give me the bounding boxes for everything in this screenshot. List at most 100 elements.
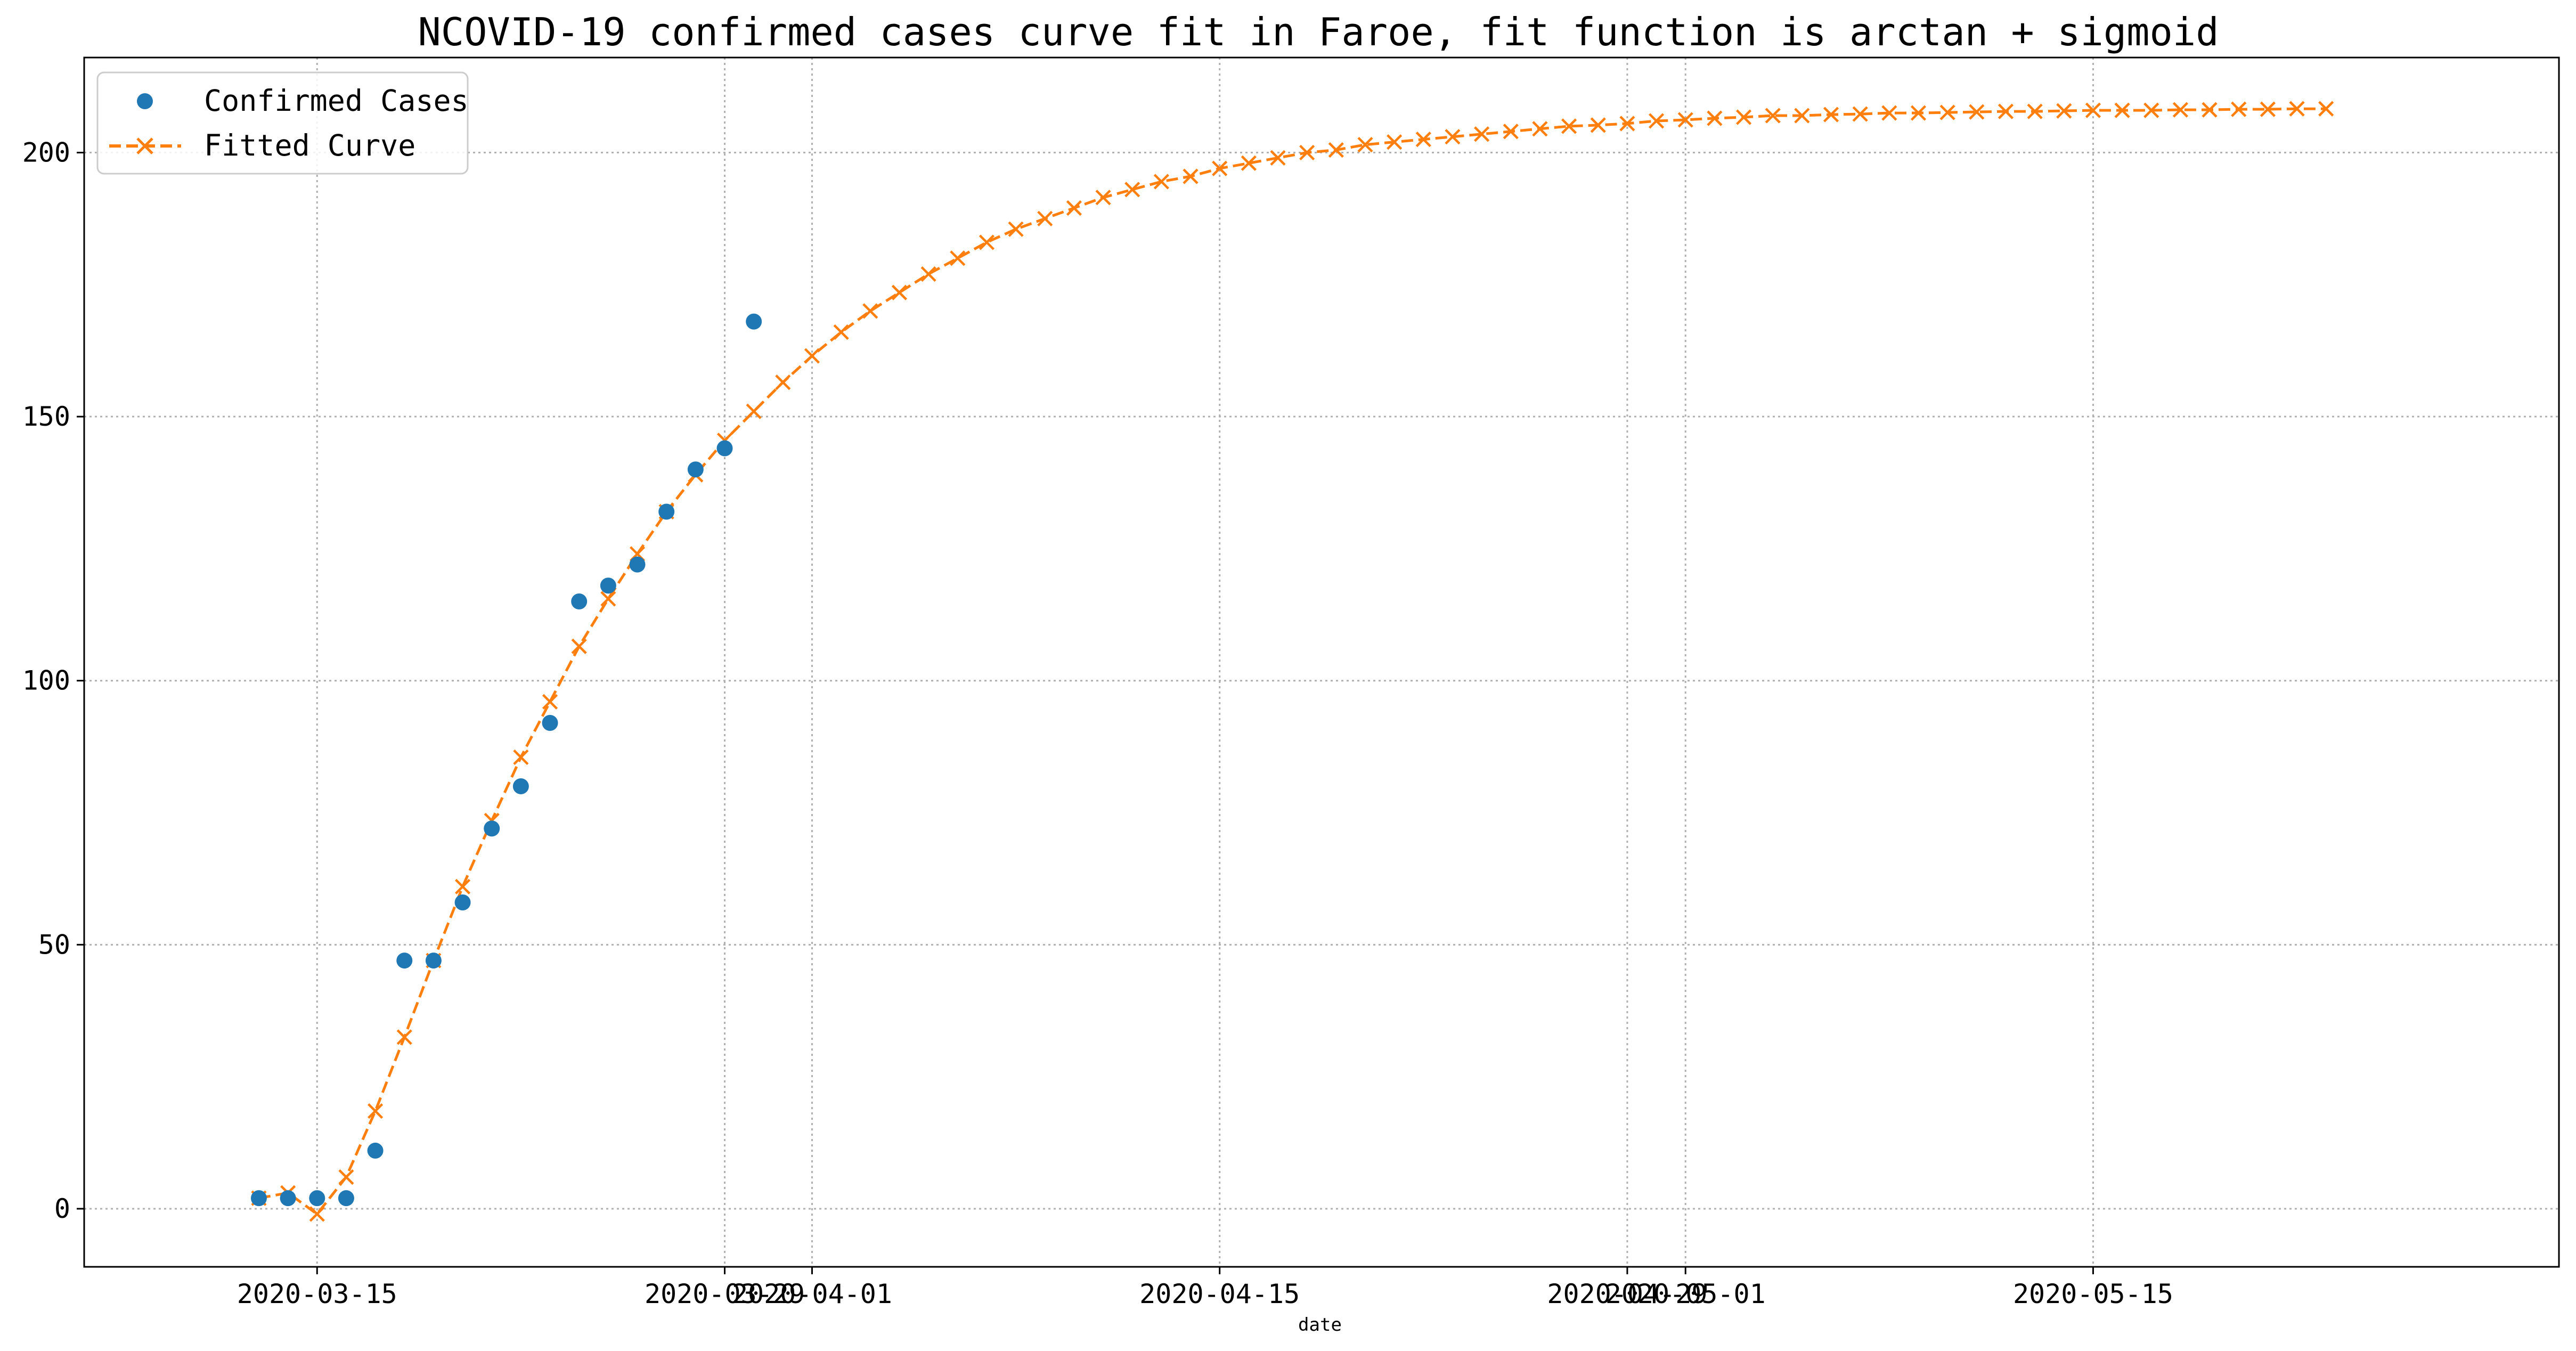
fitted-curve-marker: [513, 749, 529, 766]
legend: Confirmed Cases Fitted Curve: [96, 71, 469, 175]
fitted-curve-marker: [1939, 104, 1955, 120]
fitted-curve-marker: [571, 638, 587, 654]
confirmed-case-point: [338, 1190, 354, 1207]
confirmed-case-point: [454, 894, 471, 911]
fitted-curve-marker: [920, 266, 936, 282]
fitted-curve-marker: [862, 303, 878, 319]
fitted-curve-marker: [1357, 136, 1373, 153]
fitted-curve-marker: [1532, 121, 1548, 137]
y-tick-label: 150: [22, 401, 70, 432]
fitted-curve-marker: [833, 324, 849, 340]
fitted-curve-marker: [2114, 102, 2130, 118]
fitted-curve-marker: [454, 878, 471, 894]
legend-marker-circle: [137, 93, 153, 109]
fitted-curve-marker: [1387, 134, 1403, 150]
confirmed-case-point: [309, 1190, 325, 1207]
fitted-curve-marker: [1445, 129, 1461, 145]
fitted-curve-marker: [1008, 221, 1024, 237]
fitted-curve-marker: [1212, 160, 1228, 176]
legend-label-fitted-curve: Fitted Curve: [204, 128, 415, 162]
fitted-curve-marker: [950, 250, 966, 266]
fitted-curve-marker: [2085, 102, 2101, 118]
fitted-curve-marker: [2318, 101, 2334, 117]
x-tick-label: 2020-05-01: [1605, 1279, 1766, 1309]
fitted-curve-marker: [2027, 103, 2043, 119]
fitted-curve-marker: [309, 1206, 325, 1222]
fitted-curve-marker: [2202, 102, 2218, 118]
y-tick-label: 100: [22, 665, 70, 696]
confirmed-case-point: [512, 778, 529, 794]
x-tick-label: 2020-05-15: [2013, 1279, 2173, 1309]
x-tick-label: 2020-04-15: [1139, 1279, 1300, 1309]
fitted-curve-marker: [1066, 200, 1082, 216]
confirmed-case-point: [425, 953, 442, 969]
fitted-curve-marker: [600, 591, 616, 607]
fitted-curve-marker: [1677, 112, 1693, 128]
fitted-curve-marker: [1241, 155, 1257, 171]
fitted-curve-marker: [1299, 144, 1315, 161]
fitted-curve-marker: [1735, 109, 1752, 125]
legend-marker-x: [136, 137, 153, 154]
fitted-curve-marker: [1765, 108, 1781, 124]
fitted-curve-marker: [1153, 174, 1169, 190]
plot-area-frame: [83, 56, 2560, 1268]
fitted-curve-marker: [1270, 150, 1286, 166]
fitted-curve-marker: [1794, 108, 1810, 124]
fitted-curve-marker: [1561, 118, 1577, 134]
fitted-curve-marker: [804, 348, 820, 364]
fitted-curve-line: [258, 107, 2326, 1216]
fitted-curve-marker: [1095, 190, 1111, 206]
fitted-curve-marker: [1707, 110, 1723, 126]
fitted-curve-marker: [2289, 101, 2305, 117]
series-layer: [250, 101, 2334, 1222]
fitted-curve-marker: [1124, 182, 1140, 198]
confirmed-case-point: [484, 820, 500, 837]
fitted-curve-marker: [396, 1029, 412, 1045]
fitted-curve-marker: [746, 403, 762, 419]
confirmed-case-point: [280, 1190, 296, 1207]
fitted-curve-marker: [2143, 102, 2159, 118]
fitted-curve-marker: [1619, 116, 1635, 132]
confirmed-case-point: [600, 577, 616, 594]
confirmed-case-point: [716, 440, 733, 457]
legend-frame: [96, 71, 469, 175]
confirmed-case-point: [687, 461, 704, 478]
grid-lines: [84, 58, 2559, 1267]
fitted-curve-marker: [979, 234, 995, 250]
fitted-curve-marker: [1503, 124, 1519, 140]
axis-ticks: 0 50 100 150 200 2020-03-15 2020-03-29 2020-04-…: [22, 137, 2173, 1309]
fitted-curve-marker: [1328, 142, 1344, 158]
fitted-curve-marker: [891, 284, 908, 300]
fitted-curve-marker: [2260, 101, 2276, 117]
confirmed-case-point: [746, 313, 762, 330]
fitted-curve-marker: [2231, 101, 2247, 117]
confirmed-case-point: [542, 714, 558, 731]
fitted-curve-marker: [1415, 132, 1431, 148]
confirmed-case-point: [629, 556, 646, 573]
confirmed-case-point: [396, 953, 413, 969]
y-tick-label: 0: [54, 1193, 70, 1224]
confirmed-case-point: [571, 593, 588, 610]
fitted-curve-marker: [1910, 105, 1927, 121]
fitted-curve-marker: [1037, 210, 1053, 226]
fitted-curve-marker: [1998, 103, 2014, 119]
legend-item-confirmed-cases: Confirmed Cases: [137, 84, 469, 118]
legend-label-confirmed-cases: Confirmed Cases: [204, 84, 469, 118]
fitted-curve-marker: [2056, 103, 2072, 119]
fitted-curve-marker: [1648, 113, 1665, 129]
fitted-curve-marker: [1852, 106, 1868, 122]
fitted-curve-marker: [1590, 117, 1606, 133]
confirmed-case-point: [658, 503, 675, 520]
x-axis-label: date: [1298, 1314, 1342, 1336]
chart-title: NCOVID-19 confirmed cases curve fit in F…: [418, 10, 2219, 54]
fitted-curve-marker: [1881, 105, 1897, 121]
fitted-curve-marker: [367, 1103, 384, 1119]
y-tick-label: 200: [22, 137, 70, 168]
x-tick-label: 2020-03-15: [237, 1279, 397, 1309]
fitted-curve-marker: [775, 375, 791, 390]
x-tick-label: 2020-03-29: [645, 1279, 805, 1309]
x-tick-label: 2020-04-29: [1547, 1279, 1707, 1309]
fitted-curve-marker: [338, 1169, 354, 1185]
fitted-curve-marker: [542, 694, 558, 710]
y-tick-label: 50: [38, 929, 70, 960]
